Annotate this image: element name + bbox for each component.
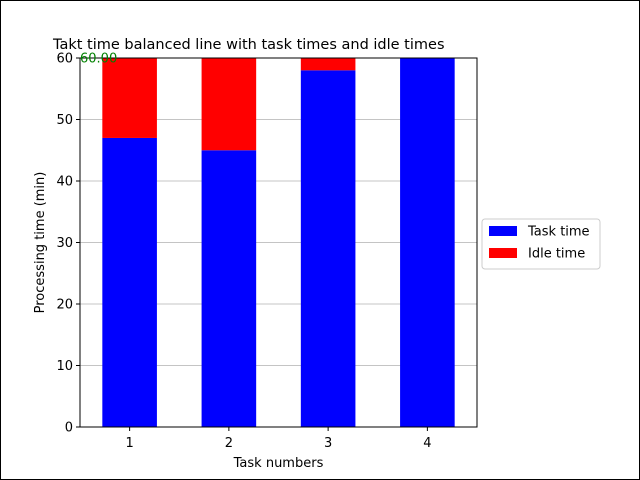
takt-line-label: 60.00 [80,52,117,67]
y-tick-label: 0 [65,421,73,436]
legend-swatch-task-time [489,226,517,236]
y-axis-label: Processing time (min) [33,172,48,314]
bar-idle-time-task-3 [300,58,356,71]
legend-swatch-idle-time [489,248,517,258]
legend: Task time Idle time [481,218,601,270]
y-tick-label: 60 [56,52,73,67]
bar-task-time-task-3 [300,70,356,428]
bar-idle-time-task-2 [201,58,257,151]
x-tick-label: 1 [125,436,133,451]
x-tick-label: 4 [423,436,431,451]
ticks: 0 10 20 30 40 50 60 1 2 3 4 [56,52,431,452]
legend-label-task-time: Task time [527,225,590,240]
x-tick-label: 3 [324,436,332,451]
bar-task-time-task-4 [400,58,455,427]
y-tick-label: 40 [56,175,73,190]
bar-task-time-task-2 [201,150,257,427]
bars [102,58,455,428]
legend-label-idle-time: Idle time [528,247,585,262]
y-tick-label: 20 [56,298,73,313]
bar-idle-time-task-1 [102,58,157,138]
chart-title: Takt time balanced line with task times … [52,37,445,53]
bar-task-time-task-1 [102,137,157,427]
y-tick-label: 10 [56,359,73,374]
x-axis-label: Task numbers [233,456,324,471]
y-tick-label: 30 [56,236,73,251]
y-tick-label: 50 [56,113,73,128]
x-tick-label: 2 [225,436,233,451]
